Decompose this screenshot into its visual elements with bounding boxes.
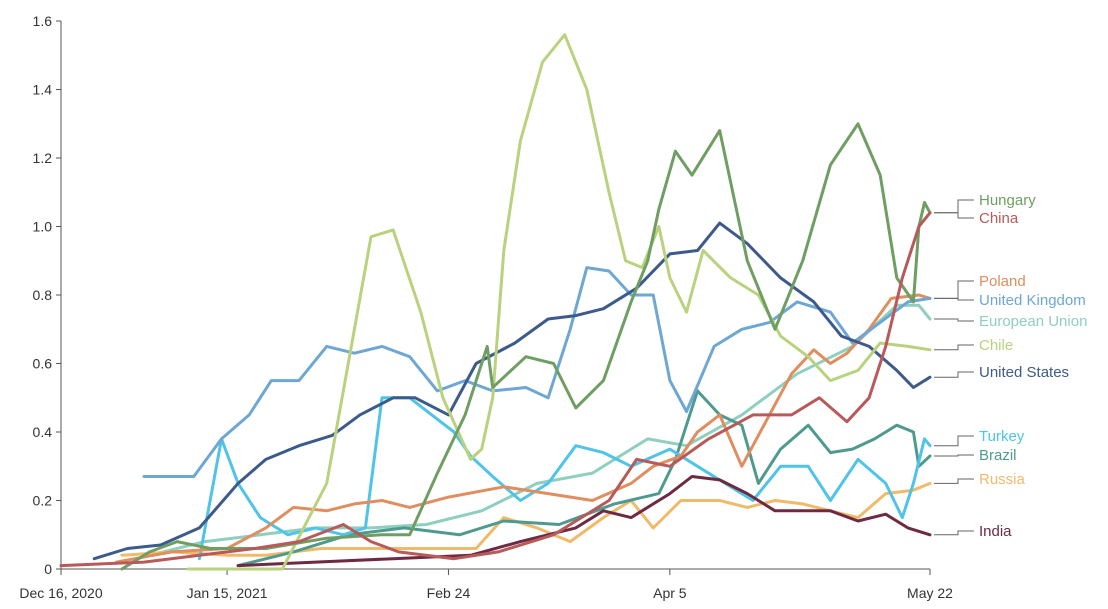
series-line-china <box>59 211 932 568</box>
y-axis: 0 0.2 0.4 0.6 0.8 1.0 1.2 1.4 1.6 <box>33 13 62 577</box>
y-tick-label: 1.2 <box>33 150 53 166</box>
y-tick-label: 1.6 <box>33 13 53 29</box>
x-tick-label: Apr 5 <box>653 585 687 601</box>
leader-line-european-union <box>934 318 974 322</box>
x-tick-label: Feb 24 <box>427 585 471 601</box>
y-tick-label: 0.8 <box>33 287 53 303</box>
leader-line-hungary <box>934 199 974 214</box>
series-line-turkey <box>197 396 932 561</box>
legend-label-hungary: Hungary <box>979 192 1036 209</box>
y-tick-label: 0.6 <box>33 356 53 372</box>
legend-label-turkey: Turkey <box>979 428 1025 445</box>
series-lines <box>59 33 932 571</box>
x-tick-label: May 22 <box>907 585 953 601</box>
y-tick-label: 1.4 <box>33 82 53 98</box>
legend-label-poland: Poland <box>979 273 1026 290</box>
legend-label-chile: Chile <box>979 337 1013 354</box>
series-line-chile <box>186 33 932 571</box>
leader-line-russia <box>934 478 974 484</box>
leader-line-turkey <box>934 435 974 447</box>
y-tick-label: 0.4 <box>33 424 53 440</box>
series-line-hungary <box>120 122 932 571</box>
series-line-brazil <box>236 389 932 568</box>
x-tick-label: Dec 16, 2020 <box>19 585 102 601</box>
leader-line-china <box>934 212 974 219</box>
y-tick-label: 1.0 <box>33 219 53 235</box>
leader-line-brazil <box>934 454 974 457</box>
legend-label-united-states: United States <box>979 364 1069 381</box>
leader-line-united-kingdom <box>934 297 974 301</box>
leader-line-chile <box>934 344 974 351</box>
legend-label-united-kingdom: United Kingdom <box>979 292 1086 309</box>
legend-label-brazil: Brazil <box>979 447 1017 464</box>
series-line-poland <box>114 293 932 564</box>
leader-line-poland <box>934 280 974 299</box>
legend-label-india: India <box>979 523 1012 540</box>
y-tick-label: 0 <box>44 561 52 577</box>
leader-line-united-states <box>934 371 974 378</box>
leader-line-india <box>934 530 974 536</box>
series-line-india <box>236 475 932 568</box>
legend-label-european-union: European Union <box>979 313 1087 330</box>
series-line-united-states <box>92 221 932 561</box>
series-line-united-kingdom <box>142 266 932 478</box>
legend-label-china: China <box>979 210 1019 227</box>
legend-label-russia: Russia <box>979 471 1026 488</box>
x-axis: Dec 16, 2020 Jan 15, 2021 Feb 24 Apr 5 May 2… <box>19 568 953 601</box>
x-tick-label: Jan 15, 2021 <box>187 585 268 601</box>
y-tick-label: 0.2 <box>33 493 53 509</box>
